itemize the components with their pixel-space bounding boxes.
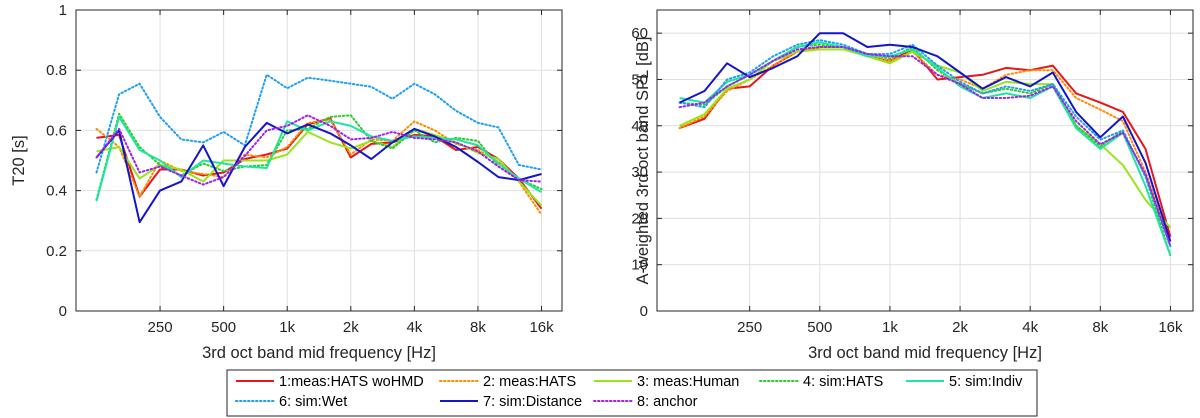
- x-tick-label: 250: [148, 319, 173, 336]
- x-tick-label: 250: [737, 319, 762, 336]
- x-tick-label: 8k: [470, 319, 486, 336]
- legend-label: 4: sim:HATS: [803, 374, 883, 390]
- x-tick-label: 500: [807, 319, 832, 336]
- legend-label: 2: meas:HATS: [483, 374, 576, 390]
- legend-label: 5: sim:Indiv: [949, 374, 1023, 390]
- y-axis-label: T20 [s]: [10, 135, 28, 185]
- x-tick-label: 4k: [1022, 319, 1038, 336]
- y-tick-label: 0: [640, 303, 648, 320]
- y-axis-label: A-weighted 3rd oct band SPL [dB]: [634, 37, 652, 285]
- x-tick-label: 500: [211, 319, 236, 336]
- x-tick-label: 8k: [1092, 319, 1108, 336]
- legend-label: 1:meas:HATS woHMD: [279, 374, 424, 390]
- legend: 1:meas:HATS woHMD 2: meas:HATS 3: meas:Hum…: [227, 370, 1037, 416]
- x-axis-label: 3rd oct band mid frequency [Hz]: [202, 344, 436, 362]
- legend-label: 3: meas:Human: [637, 374, 739, 390]
- x-tick-label: 1k: [882, 319, 898, 336]
- legend-label: 6: sim:Wet: [279, 394, 347, 410]
- y-tick-label: 0.4: [46, 183, 67, 200]
- y-tick-label: 1: [59, 2, 67, 19]
- y-tick-label: 0.6: [46, 122, 67, 139]
- x-tick-label: 4k: [406, 319, 422, 336]
- x-tick-label: 2k: [952, 319, 968, 336]
- x-tick-label: 1k: [279, 319, 295, 336]
- x-tick-label: 16k: [1158, 319, 1183, 336]
- x-tick-label: 16k: [529, 319, 554, 336]
- t20-chart: 250 500 1k 2k 4k 8k 16k 0 0.2 0.4 0.6 0.8 1 3rd oct b…: [10, 2, 562, 362]
- y-tick-label: 0: [59, 303, 67, 320]
- legend-label: 8: anchor: [637, 394, 698, 410]
- x-axis-label: 3rd oct band mid frequency [Hz]: [808, 344, 1042, 362]
- y-tick-label: 0.8: [46, 62, 67, 79]
- legend-label: 7: sim:Distance: [483, 394, 582, 410]
- y-tick-label: 0.2: [46, 243, 67, 260]
- figure: 250 500 1k 2k 4k 8k 16k 0 0.2 0.4 0.6 0.8 1 3rd oct b…: [0, 0, 1200, 418]
- x-tick-label: 2k: [343, 319, 359, 336]
